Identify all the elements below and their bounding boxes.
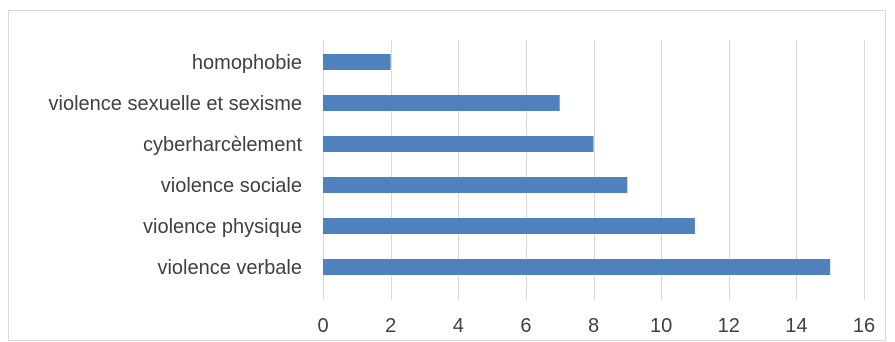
chart-border	[8, 10, 886, 341]
gridlines	[323, 40, 865, 300]
x-tick-label: 16	[853, 315, 875, 337]
x-tick-labels: 0 2 4 6 8 10 12 14 16	[317, 315, 875, 337]
x-tick-label: 14	[785, 315, 807, 337]
x-tick-label: 10	[650, 315, 672, 337]
category-label: violence verbale	[157, 257, 302, 279]
x-tick-label: 0	[317, 315, 328, 337]
category-label: cyberharcèlement	[143, 134, 302, 156]
x-tick-label: 6	[520, 315, 531, 337]
bar-0	[323, 54, 391, 70]
bar-2	[323, 136, 594, 152]
bar-3	[323, 177, 628, 193]
bar-5	[323, 259, 831, 275]
bars	[323, 54, 831, 275]
category-labels: homophobie violence sexuelle et sexisme cy…	[49, 52, 303, 279]
x-tick-label: 4	[453, 315, 464, 337]
x-tick-label: 8	[588, 315, 599, 337]
category-label: homophobie	[192, 52, 302, 74]
category-label: violence physique	[143, 216, 302, 238]
category-label: violence sexuelle et sexisme	[49, 93, 302, 115]
bar-4	[323, 218, 695, 234]
x-tick-label: 2	[385, 315, 396, 337]
x-tick-label: 12	[718, 315, 740, 337]
bar-1	[323, 95, 560, 111]
category-label: violence sociale	[161, 175, 302, 197]
